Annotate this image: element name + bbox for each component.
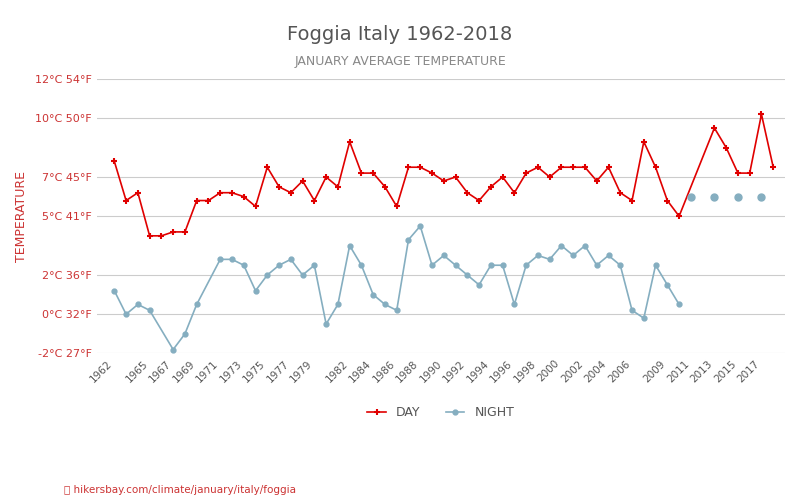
DAY xyxy=(110,158,119,164)
NIGHT xyxy=(592,262,602,268)
NIGHT xyxy=(215,256,225,262)
Y-axis label: TEMPERATURE: TEMPERATURE xyxy=(15,170,28,262)
NIGHT xyxy=(322,321,331,327)
NIGHT xyxy=(333,302,342,308)
NIGHT xyxy=(662,282,672,288)
NIGHT xyxy=(557,242,566,248)
NIGHT xyxy=(345,242,354,248)
NIGHT xyxy=(522,262,531,268)
NIGHT xyxy=(110,288,119,294)
NIGHT xyxy=(180,331,190,337)
NIGHT xyxy=(474,282,484,288)
NIGHT xyxy=(357,262,366,268)
NIGHT xyxy=(262,272,272,278)
NIGHT xyxy=(133,302,142,308)
NIGHT xyxy=(404,236,414,242)
NIGHT xyxy=(286,256,296,262)
NIGHT xyxy=(427,262,437,268)
DAY xyxy=(239,194,249,200)
NIGHT xyxy=(580,242,590,248)
NIGHT xyxy=(392,308,402,314)
NIGHT xyxy=(450,262,460,268)
DAY xyxy=(769,164,778,170)
Line: DAY: DAY xyxy=(111,111,777,240)
DAY xyxy=(192,198,202,203)
NIGHT xyxy=(310,262,319,268)
NIGHT xyxy=(650,262,660,268)
DAY xyxy=(757,112,766,117)
NIGHT xyxy=(627,308,637,314)
NIGHT xyxy=(168,346,178,352)
DAY xyxy=(745,170,754,176)
DAY xyxy=(710,125,719,131)
DAY xyxy=(145,233,154,239)
NIGHT xyxy=(569,252,578,258)
Line: NIGHT: NIGHT xyxy=(112,224,682,352)
NIGHT xyxy=(486,262,496,268)
NIGHT xyxy=(368,292,378,298)
DAY xyxy=(357,170,366,176)
NIGHT xyxy=(604,252,614,258)
NIGHT xyxy=(615,262,625,268)
DAY xyxy=(274,184,284,190)
NIGHT xyxy=(510,302,519,308)
NIGHT xyxy=(122,311,131,317)
NIGHT xyxy=(239,262,249,268)
NIGHT xyxy=(274,262,284,268)
NIGHT xyxy=(639,315,649,321)
NIGHT xyxy=(250,288,260,294)
NIGHT xyxy=(298,272,307,278)
NIGHT xyxy=(227,256,237,262)
NIGHT xyxy=(462,272,472,278)
NIGHT xyxy=(439,252,449,258)
NIGHT xyxy=(498,262,507,268)
NIGHT xyxy=(533,252,542,258)
NIGHT xyxy=(545,256,554,262)
NIGHT xyxy=(145,308,154,314)
NIGHT xyxy=(415,223,425,229)
Text: 🔴 hikersbay.com/climate/january/italy/foggia: 🔴 hikersbay.com/climate/january/italy/fo… xyxy=(64,485,296,495)
Legend: DAY, NIGHT: DAY, NIGHT xyxy=(362,401,519,424)
NIGHT xyxy=(380,302,390,308)
Text: JANUARY AVERAGE TEMPERATURE: JANUARY AVERAGE TEMPERATURE xyxy=(294,55,506,68)
NIGHT xyxy=(674,302,684,308)
NIGHT xyxy=(192,302,202,308)
Text: Foggia Italy 1962-2018: Foggia Italy 1962-2018 xyxy=(287,25,513,44)
